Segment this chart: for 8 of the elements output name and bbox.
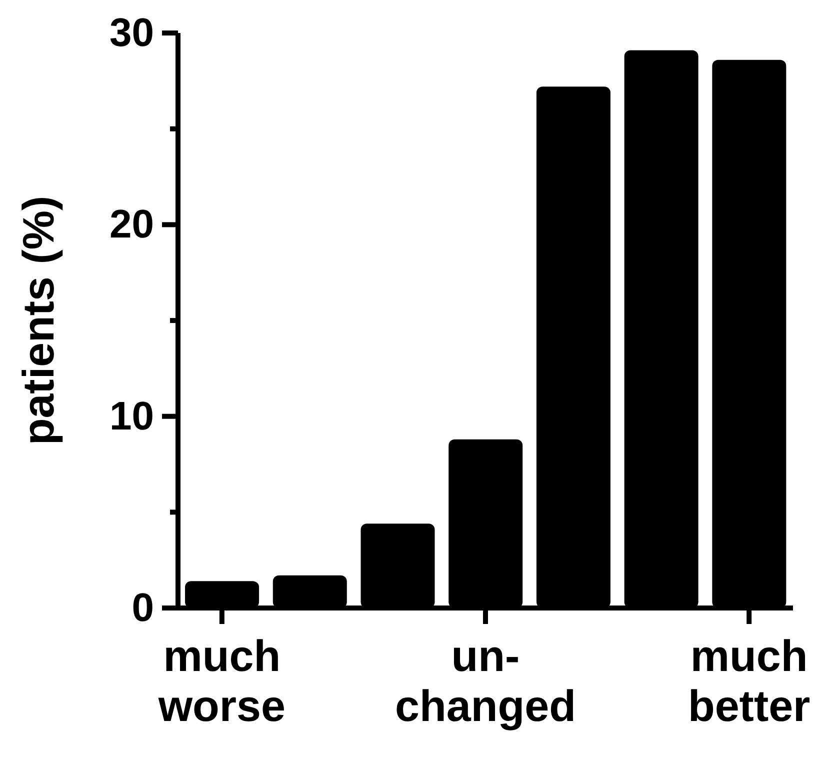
y-tick-label: 30 [110, 11, 154, 55]
x-tick-label: much worse [157, 632, 286, 731]
y-tick-label: 10 [110, 394, 154, 438]
y-tick-label: 20 [110, 202, 154, 247]
y-tick-label: 0 [132, 586, 154, 630]
x-tick-label: un- changed [395, 632, 576, 731]
y-axis-title: patients (%) [14, 196, 64, 446]
x-tick-label: much better [688, 632, 810, 731]
